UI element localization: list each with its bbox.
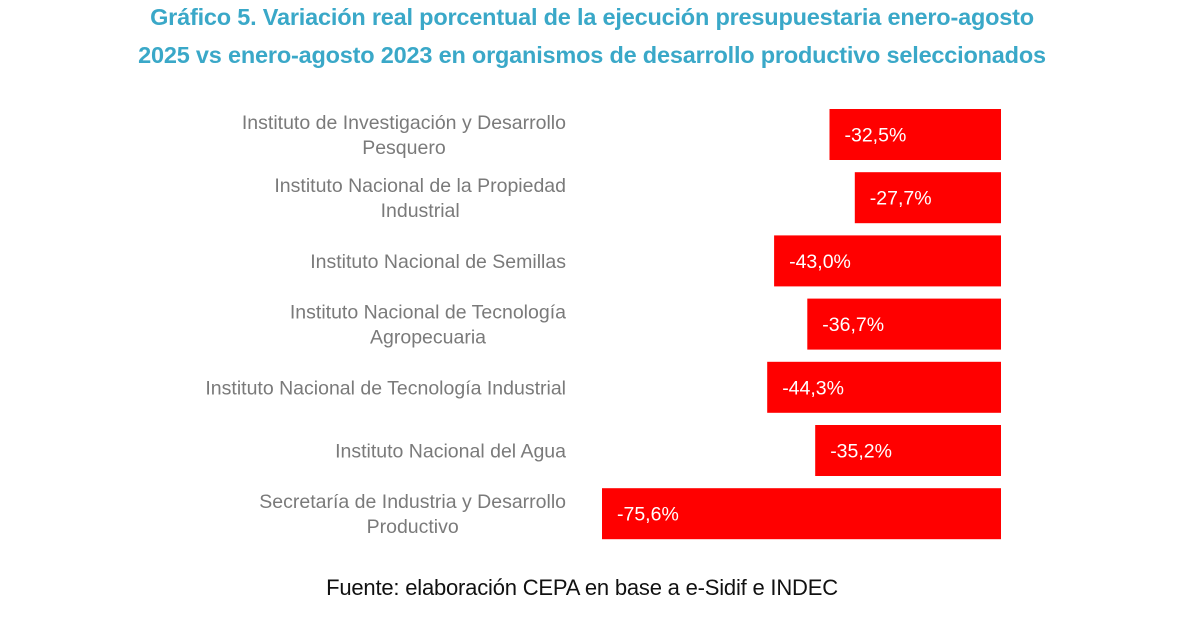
data-label: -35,2%: [830, 441, 892, 463]
data-label: -75,6%: [617, 504, 679, 526]
category-label-line: Industrial: [381, 200, 460, 222]
category-label: Instituto Nacional del Agua: [335, 441, 566, 463]
chart-source: Fuente: elaboración CEPA en base a e-Sid…: [326, 575, 838, 600]
category-label-line: Pesquero: [362, 137, 446, 159]
chart-title: Gráfico 5. Variación real porcentual de …: [0, 0, 1184, 74]
data-label: -36,7%: [822, 314, 884, 336]
data-label: -32,5%: [845, 125, 907, 147]
category-label-line: Instituto Nacional de Tecnología: [290, 302, 566, 324]
category-label-line: Agropecuaria: [370, 327, 486, 349]
bar: [767, 361, 1001, 413]
bar: [774, 235, 1001, 287]
category-label-line: Instituto Nacional de la Propiedad: [274, 175, 566, 197]
chart-title-line-2: 2025 vs enero-agosto 2023 en organismos …: [138, 42, 1046, 68]
category-label: Instituto Nacional de la Propiedad Indust…: [274, 175, 566, 222]
bar: [854, 172, 1001, 224]
category-label-line: Secretaría de Industria y Desarrollo: [259, 491, 566, 513]
chart-title-line-1: Gráfico 5. Variación real porcentual de …: [150, 4, 1034, 30]
category-label: Instituto Nacional de Tecnología Industr…: [205, 377, 566, 399]
category-label: Secretaría de Industria y Desarrollo Prod…: [259, 491, 566, 538]
category-label-line: Instituto de Investigación y Desarrollo: [242, 112, 566, 134]
data-label: -27,7%: [870, 188, 932, 210]
category-label: Instituto Nacional de Tecnología Agropecu…: [290, 302, 566, 349]
category-label-line: Instituto Nacional del Agua: [335, 441, 566, 463]
category-label-line: Productivo: [367, 516, 459, 538]
data-label: -44,3%: [782, 377, 844, 399]
bar: [807, 298, 1001, 350]
category-label-line: Instituto Nacional de Tecnología Industr…: [205, 377, 566, 399]
bar: [815, 425, 1001, 476]
category-label: Instituto Nacional de Semillas: [310, 251, 566, 273]
category-label-line: Instituto Nacional de Semillas: [310, 251, 566, 273]
category-label: Instituto de Investigación y Desarrollo P…: [242, 112, 566, 159]
bar-chart: -32,5% Instituto de Investigación y Desar…: [205, 109, 1001, 540]
data-label: -43,0%: [789, 251, 851, 273]
bar: [602, 488, 1001, 540]
bar: [829, 109, 1001, 160]
